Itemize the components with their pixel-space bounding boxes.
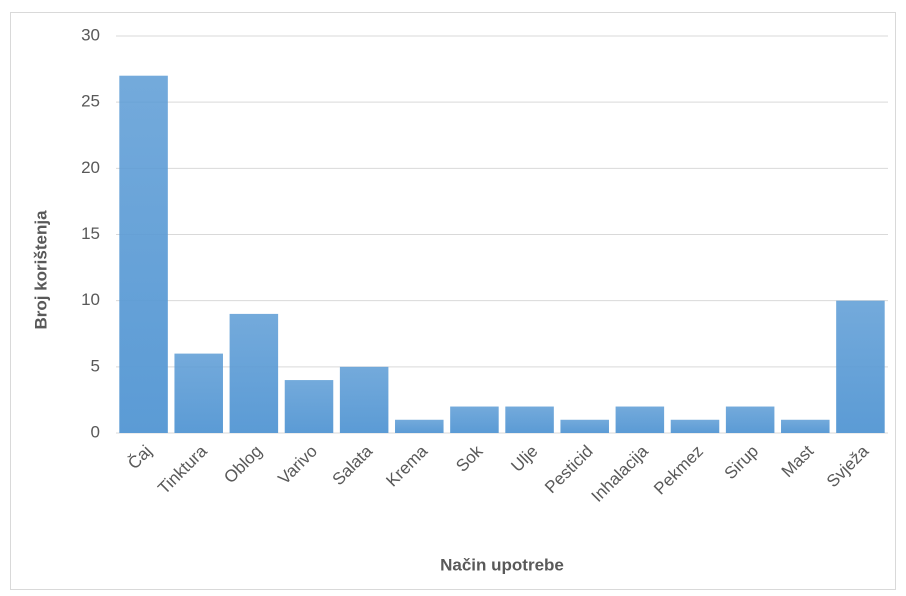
y-tick-label: 15	[81, 224, 100, 243]
bar	[339, 366, 389, 433]
y-axis-title: Broj korištenja	[31, 210, 50, 330]
y-tick-label: 0	[91, 422, 100, 441]
bar	[450, 406, 499, 433]
bar	[229, 313, 279, 433]
bar	[284, 380, 334, 433]
y-tick-label: 25	[81, 92, 100, 111]
y-tick-label: 20	[81, 158, 100, 177]
bar	[781, 419, 830, 433]
y-tick-label: 30	[81, 25, 100, 44]
y-tick-label: 10	[81, 290, 100, 309]
bar	[615, 406, 665, 433]
bar	[725, 406, 775, 433]
y-tick-label: 5	[91, 356, 100, 375]
x-axis-title: Način upotrebe	[440, 555, 564, 574]
bar	[174, 353, 223, 433]
bar	[836, 300, 885, 433]
bar	[670, 419, 720, 433]
bar	[395, 419, 444, 433]
bar	[119, 75, 168, 433]
bar	[560, 419, 609, 433]
bar	[505, 406, 554, 433]
